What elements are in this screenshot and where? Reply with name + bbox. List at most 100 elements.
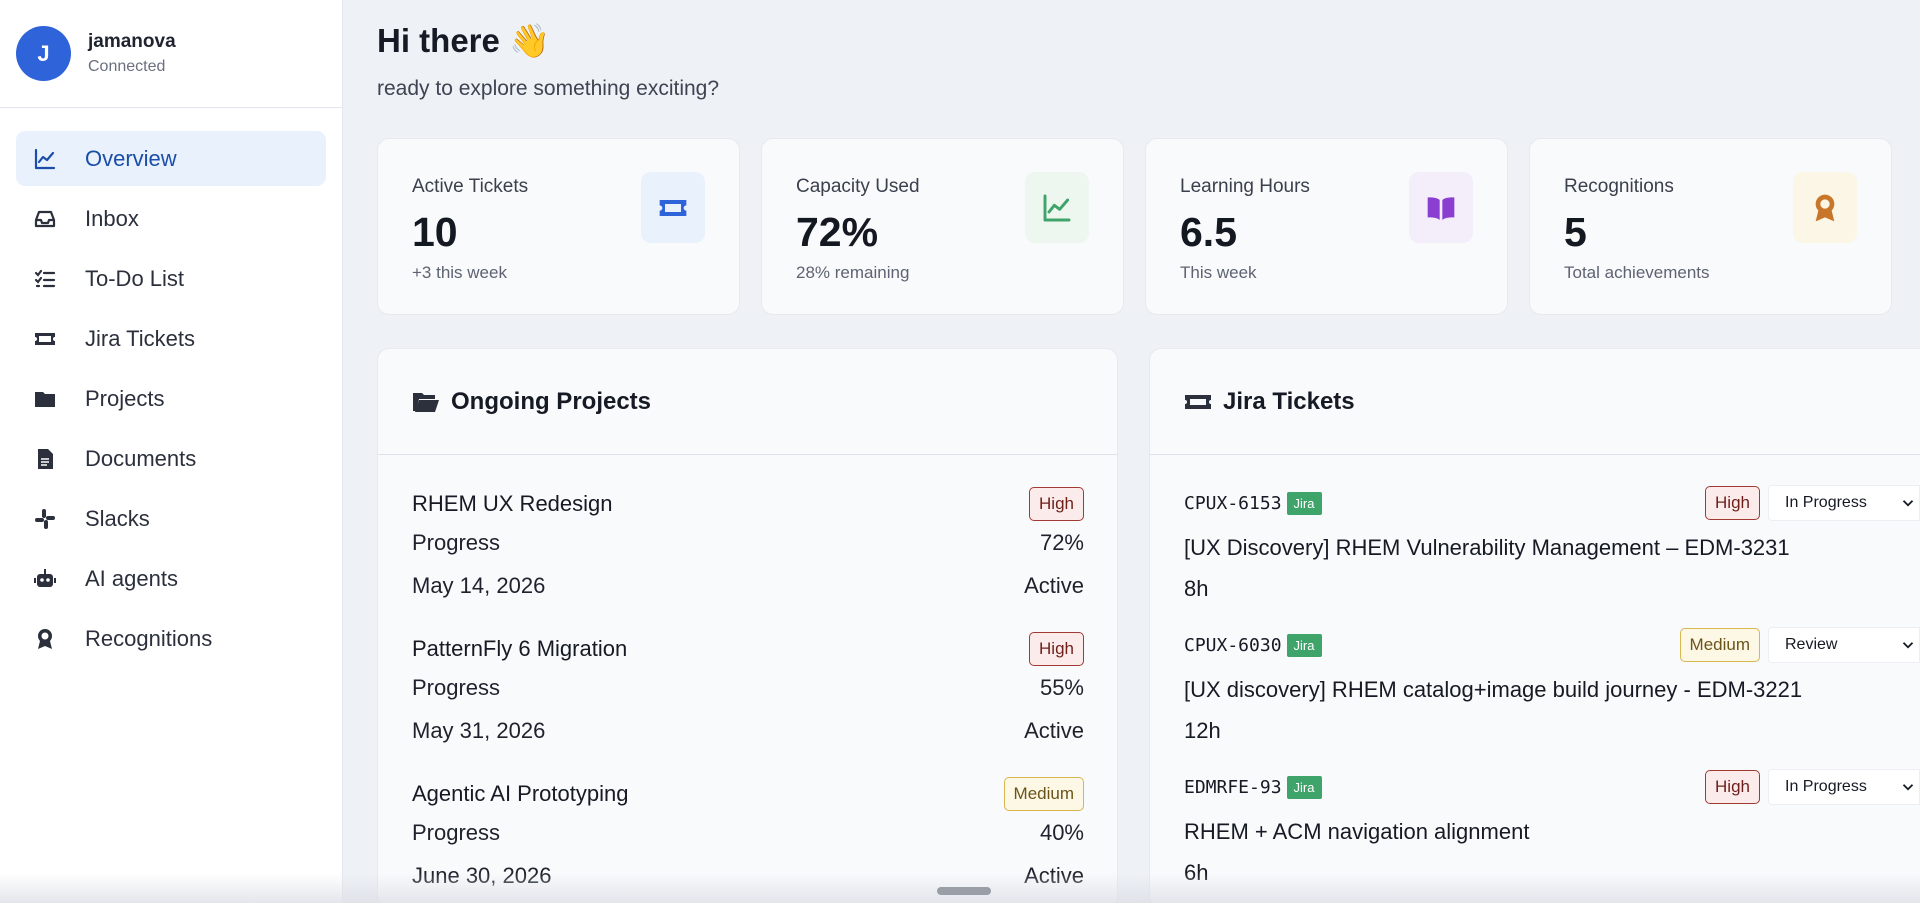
status-select-value: In Progress <box>1785 494 1867 511</box>
sidebar-item-jira-tickets[interactable]: Jira Tickets <box>16 311 326 366</box>
status-select[interactable]: Review <box>1768 627 1920 663</box>
progress-value: 55% <box>1039 675 1084 700</box>
ticket-id[interactable]: CPUX-6030 <box>1184 634 1282 656</box>
stat-value: 10 <box>412 209 458 255</box>
priority-badge: High <box>1705 486 1760 520</box>
ticket-id[interactable]: CPUX-6153 <box>1184 492 1282 514</box>
progress-value: 40% <box>1039 820 1084 845</box>
sidebar-item-ai-agents[interactable]: AI agents <box>16 551 326 606</box>
stat-label: Recognitions <box>1564 176 1674 197</box>
stat-card-active-tickets[interactable]: Active Tickets 10 +3 this week <box>377 138 740 315</box>
project-item[interactable]: PatternFly 6 Migration High Progress 55%… <box>412 632 1084 744</box>
project-status: Active <box>1024 573 1084 598</box>
panel-title: Ongoing Projects <box>451 387 652 415</box>
user-profile[interactable]: J jamanova Connected <box>0 0 342 108</box>
ticket-id[interactable]: EDMRFE-93 <box>1184 776 1282 798</box>
progress-label: Progress <box>412 675 501 700</box>
progress-value: 72% <box>1039 530 1084 555</box>
ticket-hours: 8h <box>1184 576 1209 601</box>
ticket-title[interactable]: [UX discovery] RHEM catalog+image build … <box>1184 677 1803 702</box>
jira-tag: Jira <box>1286 633 1322 657</box>
sidebar-item-label: Jira Tickets <box>85 325 196 351</box>
stat-note: Total achievements <box>1564 263 1710 282</box>
user-status: Connected <box>88 58 166 75</box>
jira-tag: Jira <box>1286 775 1322 799</box>
status-select-value: Review <box>1785 636 1838 653</box>
sidebar-item-documents[interactable]: Documents <box>16 431 326 486</box>
priority-badge: Medium <box>1679 628 1760 662</box>
due-date: May 31, 2026 <box>412 718 546 743</box>
jira-tag: Jira <box>1286 491 1322 515</box>
jira-tickets-panel: Jira Tickets CPUX-6153 Jira High In Prog… <box>1149 348 1920 903</box>
chevron-down-icon <box>1902 500 1914 507</box>
sidebar-item-label: Projects <box>85 385 165 411</box>
chevron-down-icon <box>1902 642 1914 649</box>
projects-panel: Ongoing Projects RHEM UX Redesign High P… <box>377 348 1118 903</box>
ticket-icon <box>641 172 705 243</box>
ticket-hours: 12h <box>1184 718 1221 743</box>
main-content: Hi there 👋 ready to explore something ex… <box>343 0 1920 903</box>
sidebar-item-inbox[interactable]: Inbox <box>16 191 326 246</box>
ticket-hours: 6h <box>1184 860 1209 885</box>
project-status: Active <box>1024 718 1084 743</box>
chart-line-icon <box>32 146 58 172</box>
document-icon <box>32 446 58 472</box>
checklist-icon <box>32 266 58 292</box>
sidebar-item-recognitions[interactable]: Recognitions <box>16 611 326 666</box>
stat-note: +3 this week <box>412 263 507 282</box>
robot-icon <box>32 566 58 592</box>
project-name: Agentic AI Prototyping <box>412 781 629 806</box>
folder-open-icon <box>413 392 439 412</box>
ticket-title[interactable]: RHEM + ACM navigation alignment <box>1184 819 1530 844</box>
ticket-item[interactable]: EDMRFE-93 Jira High In Progress RHEM + A… <box>1184 769 1920 886</box>
user-name: jamanova <box>88 31 176 52</box>
chart-line-icon <box>1025 172 1089 243</box>
sidebar-item-slacks[interactable]: Slacks <box>16 491 326 546</box>
stat-card-recognitions[interactable]: Recognitions 5 Total achievements <box>1529 138 1892 315</box>
progress-label: Progress <box>412 530 501 555</box>
priority-badge: Medium <box>1003 777 1084 811</box>
status-select[interactable]: In Progress <box>1768 485 1920 521</box>
sidebar-item-label: Inbox <box>85 205 139 231</box>
status-select[interactable]: In Progress <box>1768 769 1920 805</box>
stat-label: Capacity Used <box>796 176 920 197</box>
sidebar: J jamanova Connected Overview Inbox To-D… <box>0 0 343 903</box>
sidebar-item-todo[interactable]: To-Do List <box>16 251 326 306</box>
status-select-value: In Progress <box>1785 778 1867 795</box>
due-date: May 14, 2026 <box>412 573 546 598</box>
ticket-item[interactable]: CPUX-6153 Jira High In Progress [UX Disc… <box>1184 485 1920 602</box>
sidebar-item-label: Recognitions <box>85 625 213 651</box>
sidebar-item-label: Overview <box>85 145 177 171</box>
scroll-handle[interactable] <box>937 887 991 895</box>
project-item[interactable]: Agentic AI Prototyping Medium Progress 4… <box>412 777 1084 889</box>
priority-badge: High <box>1029 487 1084 521</box>
ticket-title[interactable]: [UX Discovery] RHEM Vulnerability Manage… <box>1184 535 1790 560</box>
sidebar-item-projects[interactable]: Projects <box>16 371 326 426</box>
ticket-icon <box>32 326 58 352</box>
stat-note: This week <box>1180 263 1257 282</box>
stat-label: Active Tickets <box>412 176 529 197</box>
stat-card-capacity-used[interactable]: Capacity Used 72% 28% remaining <box>761 138 1124 315</box>
sidebar-item-label: To-Do List <box>85 265 185 291</box>
book-icon <box>1409 172 1473 243</box>
priority-badge: High <box>1705 770 1760 804</box>
sidebar-item-overview[interactable]: Overview <box>16 131 326 186</box>
sidebar-item-label: Slacks <box>85 505 150 531</box>
stat-card-learning-hours[interactable]: Learning Hours 6.5 This week <box>1145 138 1508 315</box>
project-item[interactable]: RHEM UX Redesign High Progress 72% May 1… <box>412 487 1084 599</box>
avatar[interactable]: J <box>16 26 71 81</box>
inbox-icon <box>32 206 58 232</box>
sidebar-item-label: Documents <box>85 445 197 471</box>
ticket-item[interactable]: CPUX-6030 Jira Medium Review [UX discove… <box>1184 627 1920 744</box>
stat-note: 28% remaining <box>796 263 910 282</box>
stat-value: 5 <box>1564 209 1587 255</box>
page-title: Hi there 👋 <box>377 22 551 59</box>
award-icon <box>1793 172 1857 243</box>
project-name: PatternFly 6 Migration <box>412 636 628 661</box>
project-name: RHEM UX Redesign <box>412 491 613 516</box>
stat-label: Learning Hours <box>1180 176 1310 197</box>
stat-value: 72% <box>796 209 879 255</box>
sidebar-item-label: AI agents <box>85 565 178 591</box>
ticket-icon <box>1185 394 1211 409</box>
chevron-down-icon <box>1902 784 1914 791</box>
